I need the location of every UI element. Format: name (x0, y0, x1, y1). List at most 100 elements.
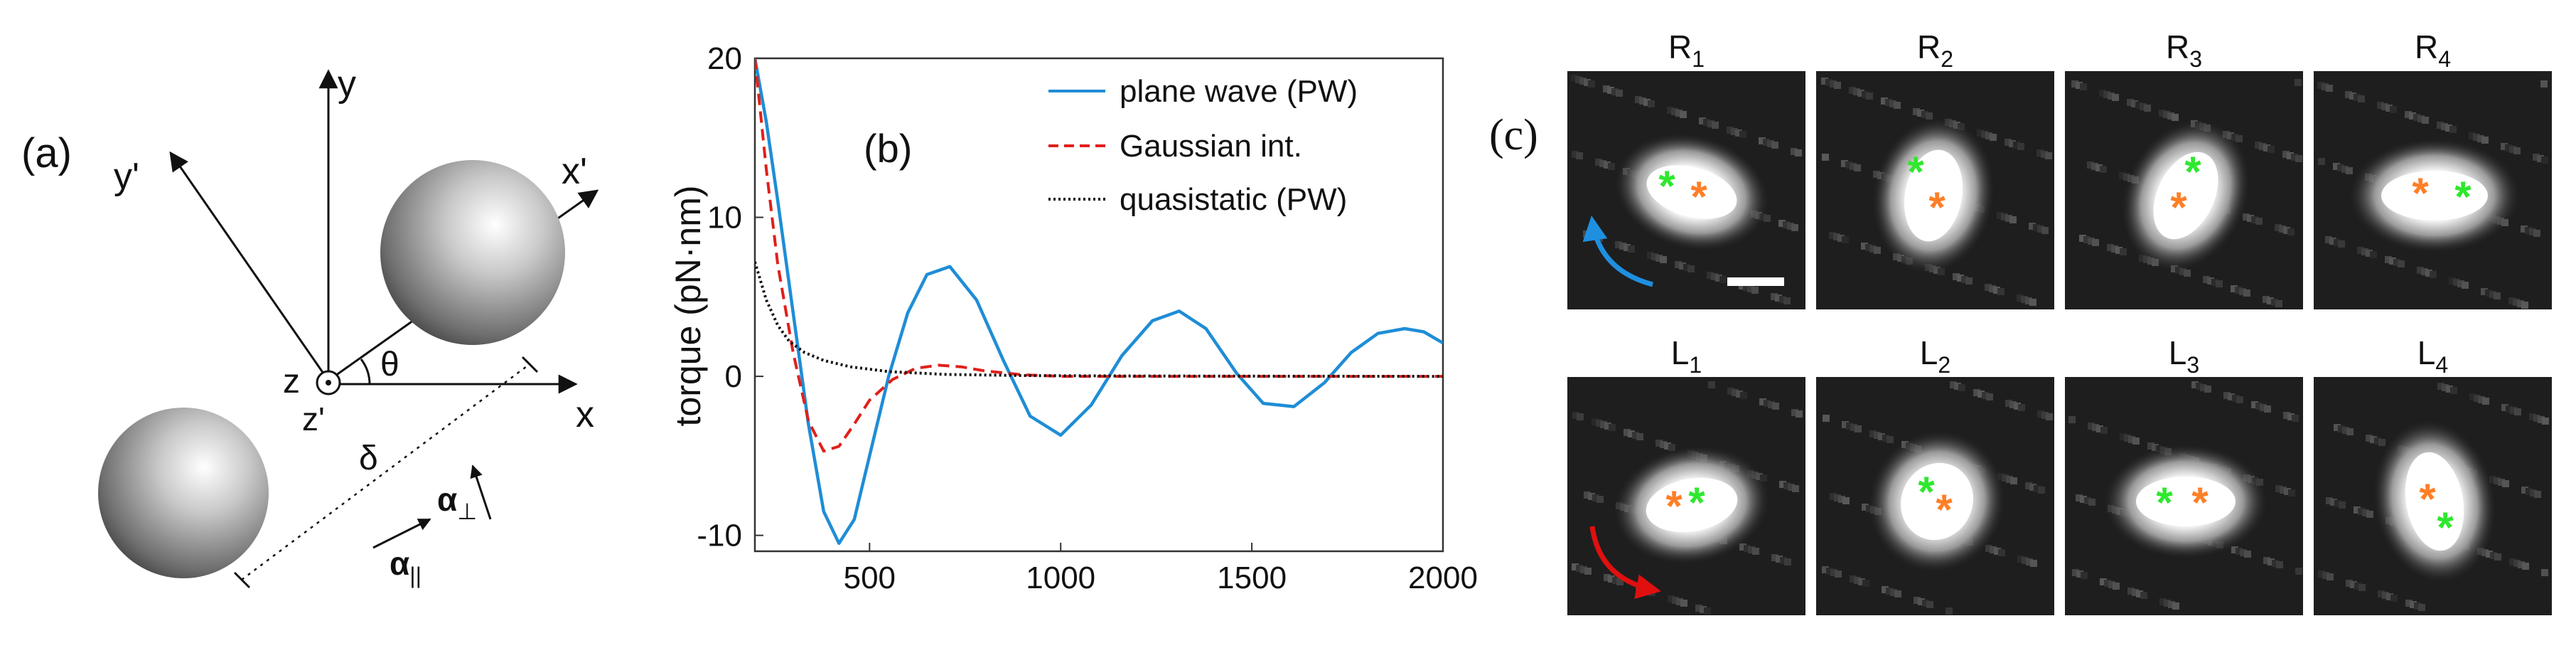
noise-pixel (2100, 166, 2107, 173)
noise-pixel (1744, 545, 1751, 552)
noise-pixel (1787, 223, 1794, 230)
noise-pixel (2159, 110, 2166, 117)
noise-pixel (2255, 403, 2263, 410)
noise-pixel (2417, 267, 2424, 274)
noise-pixel (1894, 102, 1901, 109)
noise-pixel (1671, 108, 1678, 115)
x-tick-label: 2000 (1408, 561, 1478, 595)
noise-pixel (1850, 163, 1857, 170)
noise-pixel (1611, 88, 1619, 95)
noise-pixel (1636, 433, 1643, 440)
noise-pixel (2152, 444, 2159, 451)
noise-pixel (2099, 90, 2106, 97)
noise-pixel (1869, 245, 1877, 253)
noise-pixel (1874, 432, 1881, 439)
noise-pixel (1791, 224, 1798, 231)
noise-pixel (1700, 606, 1707, 613)
frame-grid: R1* *R2**R3**R4**L1**L2* *L3* *L4** (1567, 28, 2552, 615)
noise-pixel (1609, 424, 1616, 431)
plot-ticks: 500 1000 1500 2000 -10 0 10 20 (697, 41, 1478, 595)
panel-a: (a) y x y' x' z z' θ δ α⊥ α|| (21, 63, 599, 589)
noise-pixel (2430, 271, 2437, 278)
noise-pixel (1989, 285, 1996, 292)
noise-pixel (1830, 569, 1837, 576)
noise-pixel (1767, 140, 1774, 147)
noise-pixel (2092, 239, 2099, 246)
noise-pixel (1982, 392, 1989, 399)
noise-pixel (2374, 437, 2381, 445)
noise-pixel (2422, 117, 2429, 124)
noise-pixel (1680, 111, 1687, 118)
noise-pixel (2283, 227, 2290, 234)
noise-pixel (2232, 395, 2239, 402)
z-prime-axis-label: z' (302, 400, 325, 437)
noise-pixel (1854, 577, 1861, 584)
noise-pixel (2091, 163, 2098, 170)
panel-c: (c) R1* *R2**R3**R4**L1**L2* *L3* *L4** (1489, 28, 2552, 615)
noise-pixel (1783, 482, 1791, 489)
noise-pixel (1599, 160, 1606, 167)
noise-pixel (2322, 572, 2329, 579)
frame-title: L3 (2169, 334, 2199, 378)
noise-pixel (1861, 243, 1868, 250)
noise-pixel (1869, 430, 1877, 437)
noise-pixel (2522, 563, 2529, 570)
noise-pixel (1921, 111, 1928, 118)
noise-pixel (2275, 485, 2282, 492)
noise-pixel (2318, 570, 2325, 578)
noise-pixel (2029, 484, 2036, 491)
noise-pixel (1990, 546, 1997, 553)
noise-pixel (2083, 236, 2091, 243)
noise-pixel (2390, 106, 2397, 113)
noise-pixel (1997, 288, 2005, 295)
y-tick-label: 20 (707, 41, 742, 76)
noise-pixel (2132, 437, 2140, 445)
noise-pixel (1977, 129, 1984, 137)
noise-pixel (1576, 565, 1583, 572)
noise-pixel (2346, 580, 2353, 587)
legend-label-pw: plane wave (PW) (1120, 74, 1358, 109)
noise-pixel (2017, 294, 2024, 302)
noise-pixel (2354, 94, 2361, 101)
y-tick-label: -10 (697, 519, 742, 553)
noise-pixel (2529, 413, 2536, 420)
noise-pixel (2489, 291, 2496, 298)
noise-pixel (2417, 115, 2425, 122)
noise-pixel (2236, 135, 2243, 142)
separation-end-lower (233, 571, 251, 589)
noise-pixel (1850, 575, 1857, 583)
noise-pixel (2329, 238, 2336, 245)
noise-pixel (1998, 549, 2005, 556)
noise-pixel (1715, 275, 1722, 282)
noise-pixel (2485, 290, 2492, 297)
noise-pixel (2469, 393, 2476, 400)
x-tick-label: 500 (844, 561, 896, 595)
noise-pixel (2041, 227, 2049, 234)
noise-pixel (2009, 216, 2017, 223)
panel-c-label: (c) (1489, 111, 1538, 159)
sphere-lower (98, 408, 269, 578)
particle-core (2153, 152, 2218, 240)
noise-pixel (2513, 299, 2520, 306)
noise-pixel (1771, 142, 1778, 149)
noise-pixel (2509, 146, 2516, 153)
noise-pixel (1639, 97, 1646, 105)
frame-L2: L2 * * (1816, 334, 2054, 615)
noise-pixel (2502, 480, 2509, 487)
noise-pixel (2325, 236, 2332, 243)
noise-pixel (2259, 143, 2266, 150)
legend-label-quasistatic: quasistatic (PW) (1120, 182, 1347, 217)
noise-pixel (1842, 421, 1849, 428)
noise-pixel (1997, 212, 2004, 219)
noise-pixel (2196, 383, 2203, 390)
noise-pixel (2131, 100, 2138, 107)
noise-pixel (2521, 225, 2528, 233)
noise-pixel (2326, 497, 2333, 504)
legend-label-gaussian: Gaussian int. (1120, 129, 1302, 164)
noise-pixel (2168, 601, 2175, 608)
noise-pixel (1740, 392, 1747, 399)
noise-pixel (2167, 112, 2174, 119)
noise-pixel (2104, 580, 2111, 587)
noise-pixel (1763, 139, 1770, 146)
noise-pixel (1862, 504, 1869, 511)
